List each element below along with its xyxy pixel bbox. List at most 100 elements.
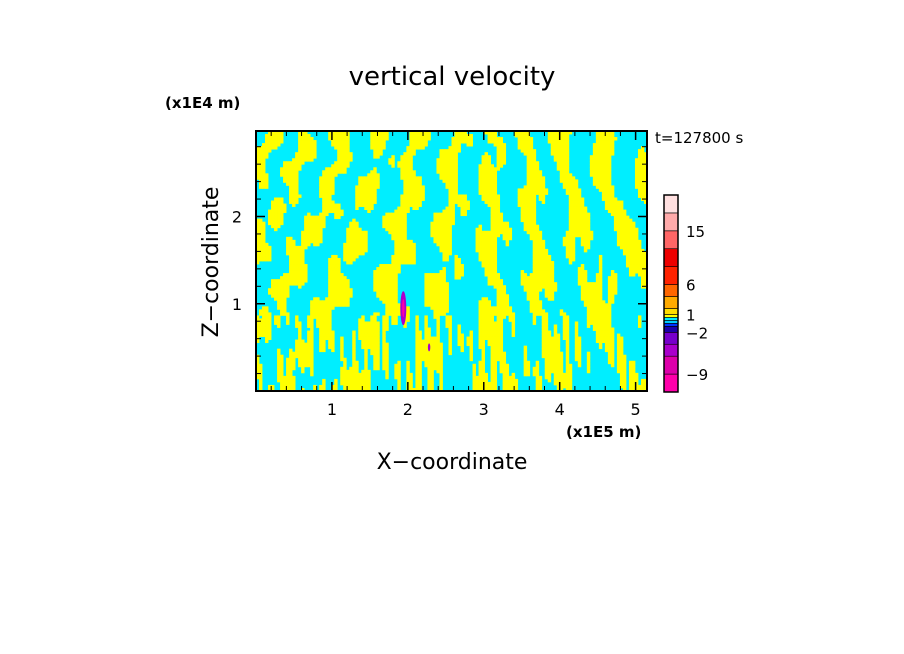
field-cell — [382, 324, 386, 328]
field-cell — [490, 170, 495, 174]
field-cell — [607, 146, 612, 150]
field-cell — [319, 218, 323, 223]
field-cell — [364, 348, 368, 353]
field-cell — [538, 185, 543, 189]
field-cell — [634, 179, 639, 183]
field-cell — [298, 336, 302, 340]
field-cell — [502, 221, 507, 226]
field-cell — [355, 200, 359, 204]
field-cell — [280, 167, 284, 171]
field-cell — [277, 360, 281, 365]
field-cell — [331, 297, 335, 301]
field-cell — [496, 149, 501, 153]
field-cell — [373, 288, 377, 292]
field-cell — [544, 360, 549, 365]
field-cell — [529, 206, 534, 210]
field-cell — [325, 324, 329, 328]
field-cell — [493, 351, 498, 356]
field-cell — [544, 291, 549, 295]
field-cell — [265, 327, 269, 331]
field-cell — [337, 134, 341, 138]
field-cell — [391, 218, 395, 223]
field-cell — [388, 285, 392, 289]
field-cell — [568, 245, 573, 250]
field-cell — [529, 297, 534, 301]
field-cell — [322, 327, 326, 331]
field-cell — [481, 363, 485, 368]
field-cell — [484, 191, 488, 195]
field-cell — [439, 161, 443, 165]
field-cell — [394, 315, 398, 319]
field-cell — [289, 381, 293, 386]
field-cell — [502, 227, 507, 232]
field-cell — [364, 330, 368, 334]
field-cell — [409, 161, 413, 165]
field-cell — [427, 291, 431, 295]
field-cell — [601, 170, 606, 174]
field-cell — [490, 351, 495, 356]
field-cell — [301, 342, 305, 347]
field-cell — [325, 188, 329, 192]
field-cell — [607, 134, 612, 138]
field-cell — [577, 230, 582, 235]
field-cell — [268, 291, 272, 295]
field-cell — [442, 221, 446, 226]
field-cell — [304, 131, 308, 135]
field-cell — [403, 215, 407, 220]
field-cell — [352, 336, 356, 340]
field-cell — [409, 197, 413, 201]
field-cell — [559, 363, 564, 368]
field-cell — [262, 143, 266, 147]
field-cell — [532, 227, 537, 232]
field-cell — [607, 300, 612, 304]
field-cell — [460, 134, 464, 138]
field-cell — [487, 251, 491, 256]
field-cell — [409, 372, 413, 377]
field-cell — [493, 221, 498, 226]
field-cell — [568, 182, 573, 186]
field-cell — [484, 261, 488, 265]
field-cell — [412, 206, 416, 210]
field-cell — [259, 330, 263, 334]
field-cell — [322, 381, 326, 386]
field-cell — [310, 218, 314, 223]
field-cell — [280, 291, 284, 295]
field-cell — [484, 303, 488, 307]
field-cell — [493, 227, 498, 232]
field-cell — [538, 312, 543, 316]
field-cell — [427, 360, 431, 365]
field-cell — [595, 179, 600, 183]
field-cell — [430, 224, 434, 229]
field-cell — [343, 372, 347, 377]
field-cell — [304, 270, 308, 274]
field-cell — [445, 182, 449, 186]
field-cell — [574, 224, 579, 229]
field-cell — [328, 288, 332, 292]
field-cell — [397, 239, 401, 244]
field-cell — [505, 230, 510, 235]
field-cell — [427, 303, 431, 307]
field-cell — [382, 300, 386, 304]
field-cell — [607, 191, 612, 195]
field-cell — [481, 336, 485, 340]
field-cell — [598, 152, 603, 156]
field-cell — [289, 170, 293, 174]
field-cell — [298, 164, 302, 168]
field-cell — [277, 357, 281, 362]
field-cell — [349, 230, 353, 235]
field-cell — [484, 264, 488, 268]
field-cell — [286, 242, 290, 247]
field-cell — [289, 384, 293, 389]
field-cell — [367, 378, 371, 383]
field-cell — [259, 158, 263, 162]
field-cell — [280, 312, 284, 316]
field-cell — [598, 176, 603, 180]
field-cell — [442, 303, 446, 307]
field-cell — [358, 236, 362, 241]
field-cell — [583, 224, 588, 229]
field-cell — [301, 276, 305, 280]
field-cell — [445, 294, 449, 298]
field-cell — [532, 257, 537, 262]
field-cell — [529, 212, 534, 217]
field-cell — [280, 387, 284, 391]
